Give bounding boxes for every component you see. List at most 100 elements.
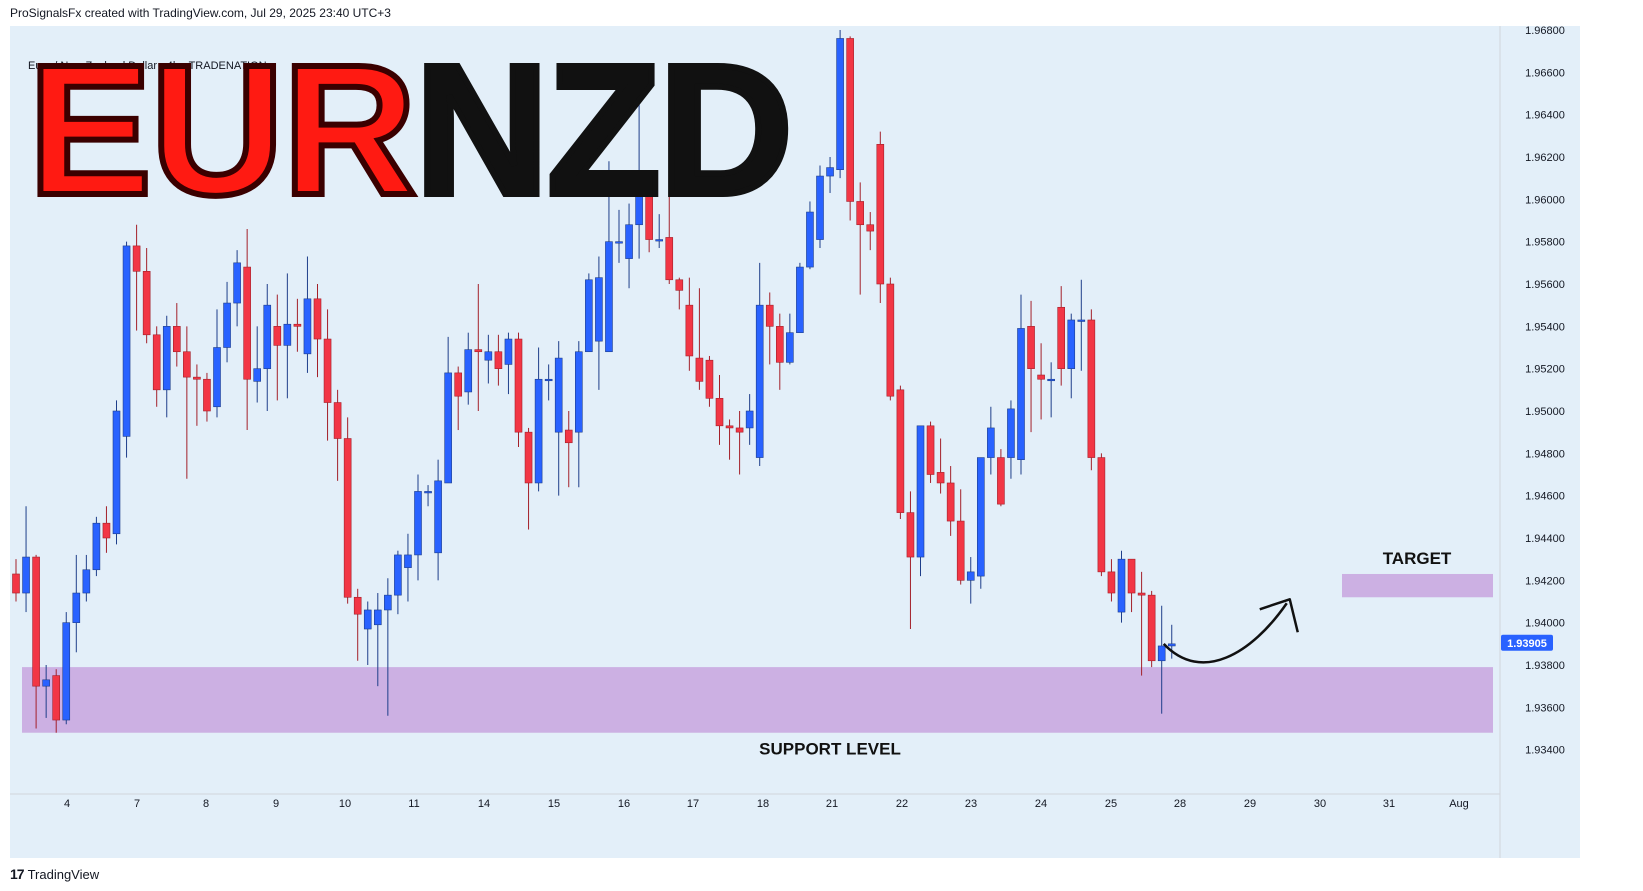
candle-body xyxy=(132,245,141,272)
candle-body xyxy=(966,571,975,581)
candle-body xyxy=(363,609,372,630)
candle-body xyxy=(1027,326,1035,369)
y-tick-label: 1.96600 xyxy=(1525,67,1565,79)
tradingview-logo[interactable]: 17 TradingView xyxy=(10,866,99,882)
candlestick-chart[interactable]: SUPPORT LEVEL TARGET 1.96800 1.96600 1.96400… xyxy=(10,26,1580,858)
candle-body xyxy=(544,378,553,382)
y-tick-label: 1.96200 xyxy=(1525,152,1565,164)
target-arrow-curve xyxy=(1162,602,1288,664)
chart-attribution: ProSignalsFx created with TradingView.co… xyxy=(10,6,391,20)
y-tick-label: 1.93400 xyxy=(1525,745,1565,757)
target-arrow-head xyxy=(1259,598,1299,633)
support-zone xyxy=(22,667,1493,733)
candle-body xyxy=(303,298,312,355)
candle-body xyxy=(464,349,473,393)
candle-body xyxy=(775,326,784,363)
candle-body xyxy=(625,224,633,259)
candle-body xyxy=(82,569,91,594)
candle-body xyxy=(605,241,613,353)
candle-body xyxy=(112,410,121,535)
candle-body xyxy=(313,298,322,340)
candle-body xyxy=(162,326,171,391)
candle-body xyxy=(1137,592,1146,596)
candle-body xyxy=(243,266,251,380)
candle-body xyxy=(484,351,493,361)
x-tick-label: 17 xyxy=(687,798,699,810)
candle-body xyxy=(836,38,844,171)
candle-body xyxy=(514,338,523,433)
candle-body xyxy=(816,175,824,240)
candle-body xyxy=(976,457,985,577)
tradingview-mark-icon: 17 xyxy=(10,866,25,882)
symbol-description: Euro / New Zealand Dollar · 4h · TRADENA… xyxy=(28,60,267,72)
x-tick-label: 16 xyxy=(618,798,630,810)
candle-body xyxy=(1067,319,1076,369)
candle-body xyxy=(142,271,151,336)
y-tick-label: 1.94400 xyxy=(1525,533,1565,545)
candle-body xyxy=(193,376,201,380)
candle-body xyxy=(223,302,231,348)
candle-body xyxy=(806,211,814,268)
candle-body xyxy=(796,266,804,333)
x-tick-label: 10 xyxy=(339,798,351,810)
candle-body xyxy=(444,372,452,484)
candle-body xyxy=(826,167,834,177)
candle-body xyxy=(685,304,694,357)
candle-body xyxy=(876,144,885,285)
candle-body xyxy=(42,679,50,687)
candle-body xyxy=(585,279,593,353)
candle-body xyxy=(72,592,81,623)
tradingview-brand-label: TradingView xyxy=(27,866,100,882)
candle-body xyxy=(353,596,362,615)
candle-body xyxy=(253,368,261,382)
candle-body xyxy=(574,351,583,433)
y-tick-label: 1.94000 xyxy=(1525,618,1565,630)
banner-title-nzd: NZD xyxy=(412,27,796,234)
candle-body xyxy=(715,397,724,427)
y-tick-label: 1.93600 xyxy=(1525,702,1565,714)
x-tick-label: 24 xyxy=(1035,798,1047,810)
candle-body xyxy=(434,480,442,554)
x-tick-label: 21 xyxy=(826,798,838,810)
x-tick-label: 8 xyxy=(203,798,209,810)
candle-body xyxy=(564,429,573,444)
candle-body xyxy=(173,326,181,353)
candle-body xyxy=(786,332,794,363)
y-tick-label: 1.95800 xyxy=(1525,237,1565,249)
candle-body xyxy=(1167,643,1176,647)
x-tick-label: 25 xyxy=(1105,798,1117,810)
candle-body xyxy=(474,349,483,353)
x-tick-label: 11 xyxy=(408,798,419,810)
candle-body xyxy=(1127,558,1136,594)
x-tick-label: 9 xyxy=(273,798,279,810)
candle-body xyxy=(705,359,714,399)
candle-body xyxy=(635,182,643,226)
y-tick-label: 1.93800 xyxy=(1525,660,1565,672)
candle-body xyxy=(906,512,915,558)
candle-body xyxy=(152,334,161,391)
y-tick-label: 1.94800 xyxy=(1525,448,1565,460)
candle-body xyxy=(524,431,533,484)
candle-body xyxy=(695,357,704,382)
candle-body xyxy=(916,425,925,558)
candle-body xyxy=(1157,645,1166,662)
x-tick-label: 4 xyxy=(64,798,70,810)
y-tick-label: 1.96800 xyxy=(1525,26,1565,37)
banner-title-eur: EUR xyxy=(25,27,420,234)
chart-plot-area[interactable]: SUPPORT LEVEL TARGET 1.96800 1.96600 1.96400… xyxy=(10,26,1580,858)
candle-body xyxy=(102,522,111,539)
candle-body xyxy=(1057,306,1065,369)
candle-body xyxy=(765,304,774,327)
target-zone xyxy=(1342,573,1493,598)
candle-body xyxy=(424,491,432,494)
target-label: TARGET xyxy=(1383,549,1452,568)
candle-body xyxy=(62,622,71,721)
candle-body xyxy=(735,427,744,433)
candle-body xyxy=(1117,558,1126,613)
x-tick-label: 7 xyxy=(134,798,140,810)
candle-body xyxy=(293,323,302,327)
x-tick-label: 29 xyxy=(1244,798,1256,810)
candle-body xyxy=(283,323,292,346)
candle-body xyxy=(323,338,332,403)
current-price-tag xyxy=(1501,634,1553,651)
